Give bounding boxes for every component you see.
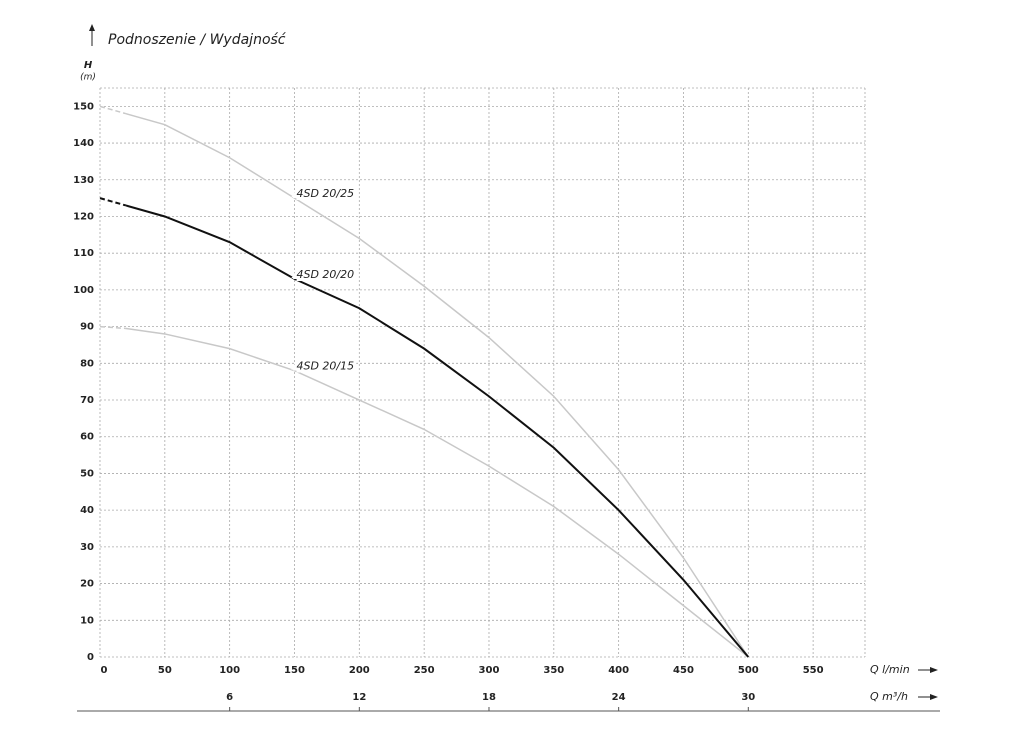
x-tick-label: 500 (738, 665, 759, 676)
x2-tick-label: 6 (226, 692, 233, 703)
curve (125, 204, 750, 658)
y-tick-label: 10 (80, 615, 94, 626)
y-tick-label: 0 (87, 652, 94, 663)
x-tick-label: 50 (158, 665, 172, 676)
y-tick-label: 150 (73, 101, 94, 112)
x2-tick-label: 24 (612, 692, 626, 703)
y-tick-label: 90 (80, 322, 94, 333)
x-tick-label: 0 (101, 665, 108, 676)
x-tick-label: 350 (543, 665, 564, 676)
y-tick-label: 50 (80, 468, 94, 479)
x2-label: Q m³/h (870, 690, 908, 703)
x2-arrow-head (930, 694, 938, 700)
y-tick-label: 60 (80, 432, 94, 443)
curve-dashed (99, 197, 127, 207)
chart-title: Podnoszenie / Wydajność (108, 32, 287, 48)
y-arrow-head (89, 24, 95, 31)
x2-tick-label: 30 (741, 692, 755, 703)
y-tick-label: 100 (73, 285, 94, 296)
curve-label: 4SD 20/25 (296, 187, 354, 200)
y-tick-label: 130 (73, 175, 94, 186)
x-tick-label: 150 (284, 665, 305, 676)
x-arrow-head (930, 667, 938, 673)
curve-label: 4SD 20/15 (296, 360, 354, 373)
y-tick-label: 20 (80, 579, 94, 590)
x-tick-label: 200 (349, 665, 370, 676)
x-label: Q l/min (870, 663, 910, 676)
y-tick-label: 120 (73, 211, 94, 222)
y-tick-label: 140 (73, 138, 94, 149)
curve-label: 4SD 20/20 (296, 268, 354, 281)
x-tick-label: 300 (479, 665, 500, 676)
curve-dashed (99, 105, 127, 115)
y-tick-label: 30 (80, 542, 94, 553)
y-tick-label: 80 (80, 358, 94, 369)
y-tick-label: 110 (73, 248, 94, 259)
curve (125, 327, 749, 658)
y-tick-label: 70 (80, 395, 94, 406)
x-tick-label: 250 (414, 665, 435, 676)
x-tick-label: 450 (673, 665, 694, 676)
x-tick-label: 550 (803, 665, 824, 676)
x2-tick-label: 12 (352, 692, 366, 703)
y-label: H (84, 60, 93, 71)
curve (125, 112, 749, 658)
y-tick-label: 40 (80, 505, 94, 516)
x-tick-label: 400 (608, 665, 629, 676)
curve-dashed (99, 325, 126, 330)
x2-tick-label: 18 (482, 692, 496, 703)
y-unit: (m) (80, 73, 96, 83)
x-tick-label: 100 (219, 665, 240, 676)
